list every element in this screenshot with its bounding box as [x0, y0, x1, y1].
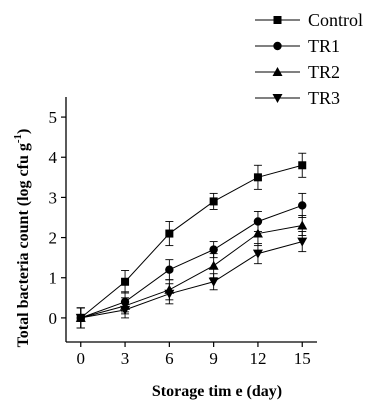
data-point-tr2-4 [252, 228, 263, 238]
data-point-control-2 [165, 229, 174, 238]
y-tick-label-2: 2 [49, 229, 58, 248]
data-point-tr3-3 [208, 277, 219, 287]
y-tick-label-3: 3 [49, 188, 58, 207]
legend-entry-control: Control [255, 10, 363, 30]
series-line-tr1 [80, 204, 303, 319]
series-layer [75, 152, 308, 329]
y-tick-label-4: 4 [49, 148, 58, 167]
legend-marker-tr3 [272, 94, 283, 103]
data-point-control-1 [121, 277, 130, 286]
data-point-control-3 [209, 197, 218, 206]
series-tr2 [75, 215, 308, 329]
x-tick-label-2: 6 [165, 349, 174, 368]
series-tr3 [75, 231, 308, 329]
x-axis-title: Storage tim e (day) [152, 383, 282, 400]
legend-entry-tr1: TR1 [255, 36, 340, 56]
data-point-tr3-2 [164, 289, 175, 299]
data-point-tr3-5 [297, 237, 308, 247]
data-point-tr2-3 [208, 260, 219, 270]
legend-entry-tr3: TR3 [255, 88, 340, 108]
data-point-control-5 [298, 161, 307, 170]
data-point-tr2-5 [297, 220, 308, 230]
data-point-tr1-5 [298, 201, 307, 210]
y-axis-title-close: ) [15, 129, 32, 134]
legend-label-control: Control [308, 10, 363, 30]
legend-marker-tr2 [272, 67, 283, 76]
series-line-tr2 [80, 225, 303, 319]
data-point-tr3-1 [120, 305, 131, 315]
legend-label-tr3: TR3 [308, 88, 340, 108]
x-tick-label-5: 15 [294, 349, 311, 368]
y-axis-title-main: Total bacteria count (log cfu g [15, 143, 32, 347]
y-tick-label-1: 1 [49, 269, 58, 288]
legend: Control TR1 TR2 TR3 [255, 10, 363, 108]
x-tick-label-0: 0 [77, 349, 86, 368]
legend-marker-tr1 [273, 41, 282, 51]
data-point-control-4 [253, 173, 262, 182]
legend-label-tr1: TR1 [308, 36, 340, 56]
legend-label-tr2: TR2 [308, 62, 340, 82]
y-axis-title-superscript: -1 [12, 134, 24, 143]
legend-entry-tr2: TR2 [255, 62, 340, 82]
data-point-tr1-3 [209, 245, 218, 254]
data-point-tr3-4 [252, 249, 263, 259]
series-line-control [80, 164, 303, 319]
y-tick-label-0: 0 [49, 309, 58, 328]
y-tick-label-5: 5 [49, 108, 58, 127]
series-line-tr3 [80, 241, 303, 319]
series-tr1 [76, 192, 307, 329]
x-tick-label-4: 12 [249, 349, 266, 368]
data-point-tr1-2 [165, 265, 174, 274]
y-axis-title: Total bacteria count (log cfu g-1) [12, 129, 32, 348]
x-tick-label-3: 9 [209, 349, 218, 368]
x-tick-label-1: 3 [121, 349, 130, 368]
data-point-tr3-0 [75, 313, 86, 323]
legend-marker-control [273, 16, 282, 24]
series-control [76, 152, 307, 329]
